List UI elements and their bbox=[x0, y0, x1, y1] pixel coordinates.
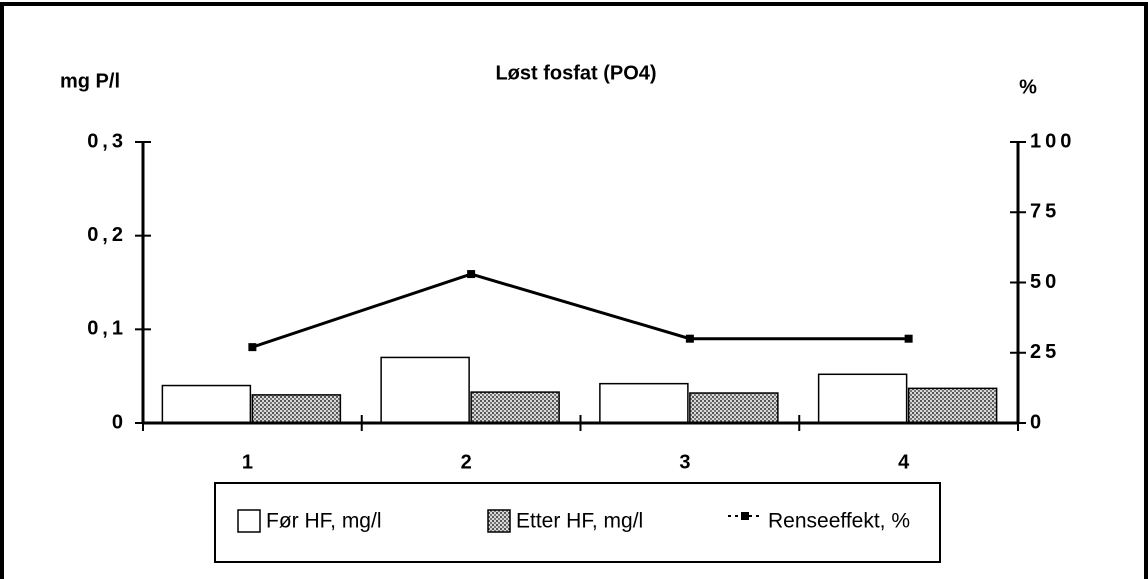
chart-title: Løst fosfat (PO4) bbox=[495, 62, 656, 84]
y2-tick-label: 100 bbox=[1030, 130, 1075, 152]
legend-swatch bbox=[487, 509, 511, 533]
y-axis-label: mg P/l bbox=[60, 70, 120, 92]
y-tick-label: 0,3 bbox=[87, 130, 127, 152]
x-tick-label: 2 bbox=[461, 451, 472, 473]
y-tick-label: 0 bbox=[112, 411, 127, 433]
bar bbox=[380, 356, 470, 424]
x-tick-label: 3 bbox=[679, 451, 690, 473]
line bbox=[251, 272, 909, 349]
y2-axis-label: % bbox=[1019, 76, 1037, 98]
bar bbox=[161, 384, 252, 424]
line-marker bbox=[467, 270, 476, 279]
legend-label: Renseeffekt, % bbox=[768, 510, 910, 533]
bar bbox=[907, 387, 998, 424]
y2-tick-label: 75 bbox=[1030, 201, 1060, 223]
y-tick-label: 0,2 bbox=[87, 224, 127, 246]
legend-swatch bbox=[237, 509, 261, 533]
line-marker bbox=[685, 334, 694, 343]
line-marker bbox=[904, 334, 913, 343]
legend-swatch bbox=[741, 512, 749, 520]
y2-tick-label: 50 bbox=[1030, 271, 1060, 293]
legend-label: Før HF, mg/l bbox=[266, 510, 382, 533]
x-tick-label: 1 bbox=[242, 451, 253, 473]
bar bbox=[599, 382, 689, 424]
legend-label: Etter HF, mg/l bbox=[516, 510, 643, 533]
bar bbox=[689, 392, 779, 424]
y-tick-label: 0,1 bbox=[87, 318, 127, 340]
bar bbox=[817, 373, 908, 424]
legend-box bbox=[214, 482, 941, 563]
line-marker bbox=[248, 343, 257, 352]
bar bbox=[470, 391, 560, 424]
y2-tick-label: 25 bbox=[1030, 341, 1060, 363]
x-tick-label: 4 bbox=[898, 451, 910, 473]
y2-tick-label: 0 bbox=[1030, 411, 1045, 433]
bar bbox=[251, 394, 342, 424]
